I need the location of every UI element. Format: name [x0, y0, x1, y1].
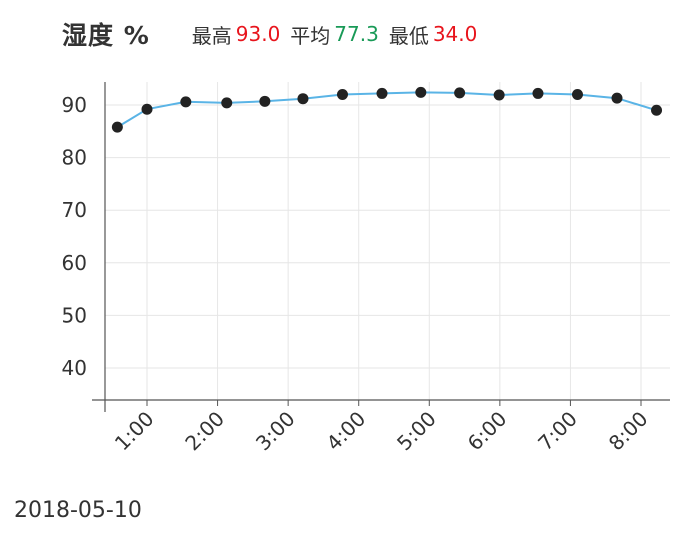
chart-header: 湿度 % 最高 93.0 平均 77.3 最低 34.0 — [62, 14, 487, 54]
y-tick-label-70: 70 — [62, 198, 87, 222]
y-tick-label-80: 80 — [62, 146, 87, 170]
x-tick-label-1-00: 1:00 — [110, 407, 159, 456]
date-label: 2018-05-10 — [14, 498, 142, 523]
x-tick-label-7-00: 7:00 — [533, 407, 582, 456]
data-point-4 — [221, 97, 233, 109]
data-point-14 — [611, 92, 623, 104]
x-tick-label-3-00: 3:00 — [251, 407, 300, 456]
avg-value: 77.3 — [334, 22, 379, 46]
min-label: 最低 — [388, 23, 429, 48]
max-value: 93.0 — [235, 22, 281, 46]
y-tick-label-50: 50 — [62, 303, 87, 327]
data-point-11 — [493, 89, 505, 101]
min-value: 34.0 — [432, 22, 478, 46]
data-point-1 — [111, 121, 123, 133]
x-tick-label-4-00: 4:00 — [322, 407, 371, 456]
data-point-10 — [454, 87, 466, 99]
x-tick-label-5-00: 5:00 — [392, 407, 441, 456]
data-point-2 — [141, 103, 153, 115]
x-tick-label-8-00: 8:00 — [604, 407, 653, 456]
data-point-13 — [571, 88, 583, 100]
data-point-15 — [651, 104, 663, 116]
x-tick-label-2-00: 2:00 — [180, 407, 229, 456]
data-point-5 — [259, 95, 271, 107]
y-tick-label-40: 40 — [62, 356, 87, 380]
data-point-6 — [297, 93, 309, 105]
data-point-7 — [336, 88, 348, 100]
chart-title: 湿度 % — [62, 21, 150, 50]
data-point-12 — [532, 87, 544, 99]
y-tick-label-90: 90 — [62, 93, 87, 117]
avg-label: 平均 — [290, 23, 331, 48]
max-label: 最高 — [191, 23, 232, 48]
data-point-9 — [415, 86, 427, 98]
y-tick-label-60: 60 — [62, 251, 87, 275]
x-tick-label-6-00: 6:00 — [463, 407, 512, 456]
data-point-3 — [180, 96, 192, 108]
data-point-8 — [376, 87, 388, 99]
